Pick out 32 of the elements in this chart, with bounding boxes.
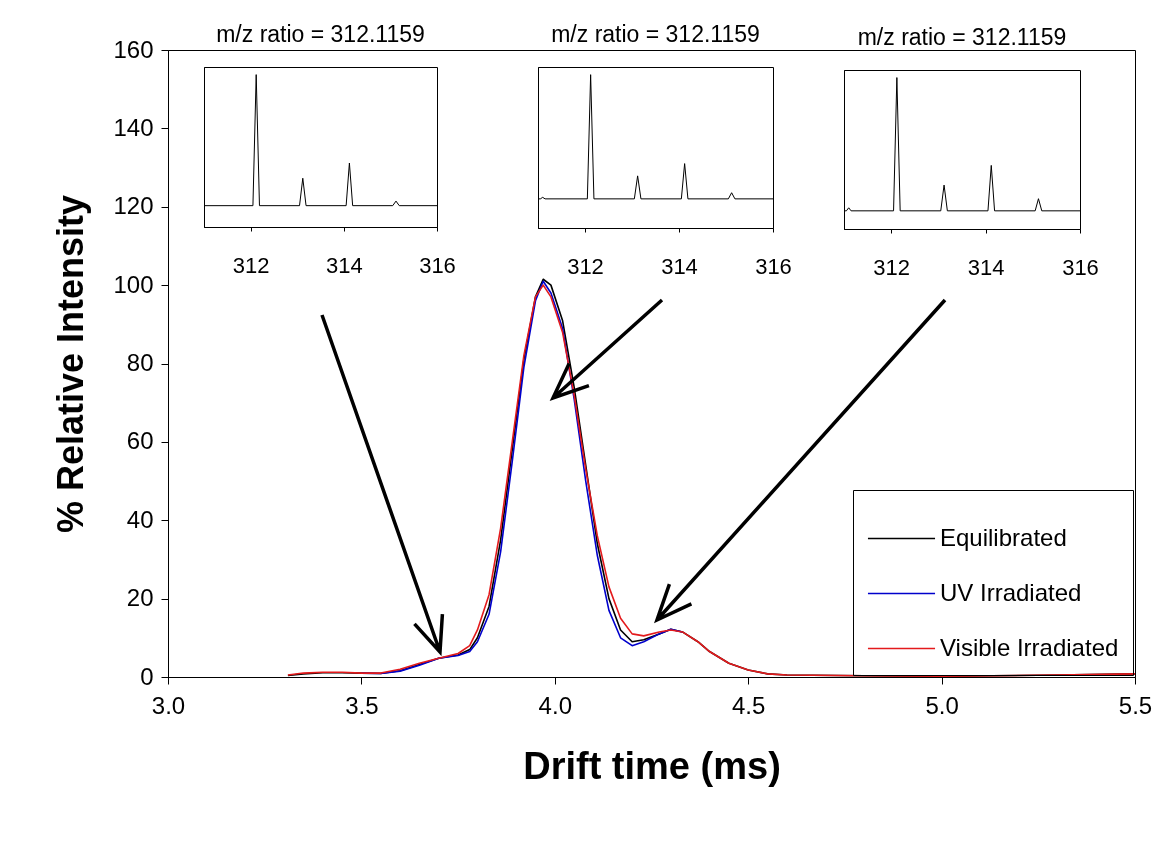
y-tick-label: 80	[126, 349, 154, 376]
legend-label: UV Irradiated	[940, 578, 1082, 606]
x-axis-title: Drift time (ms)	[523, 744, 781, 787]
y-tick-label: 160	[113, 35, 154, 63]
y-tick-label: 100	[113, 270, 154, 298]
x-tick-label: 4.5	[732, 691, 766, 719]
x-tick-label: 312	[232, 252, 270, 278]
x-tick-label: 312	[873, 254, 911, 280]
x-tick-label: 5.5	[1118, 691, 1153, 719]
x-tick-label: 3.5	[345, 691, 379, 719]
x-tick-label: 316	[419, 252, 456, 278]
y-tick-label: 40	[126, 505, 154, 533]
x-tick-label: 5.0	[925, 691, 959, 719]
chart-title: m/z ratio = 312.1159	[857, 24, 1067, 50]
x-tick-label: 3.0	[151, 691, 186, 719]
y-tick-label: 120	[113, 192, 154, 220]
y-axis-title: % Relative Intensity	[50, 194, 92, 534]
x-tick-label: 312	[567, 253, 604, 279]
x-tick-label: 314	[325, 252, 363, 278]
x-tick-label: 316	[1062, 254, 1099, 280]
x-tick-label: 314	[661, 253, 698, 279]
x-tick-label: 316	[755, 253, 792, 279]
y-tick-label: 20	[126, 584, 154, 612]
y-tick-label: 60	[126, 427, 154, 455]
x-tick-label: 314	[967, 254, 1005, 280]
legend-label: Visible Irradiated	[940, 633, 1119, 661]
x-tick-label: 4.0	[538, 691, 572, 719]
legend-label: Equilibrated	[940, 523, 1067, 551]
y-tick-label: 0	[140, 662, 154, 690]
chart-title: m/z ratio = 312.1159	[216, 21, 425, 47]
chart-title: m/z ratio = 312.1159	[551, 21, 760, 47]
y-tick-label: 140	[113, 113, 154, 141]
